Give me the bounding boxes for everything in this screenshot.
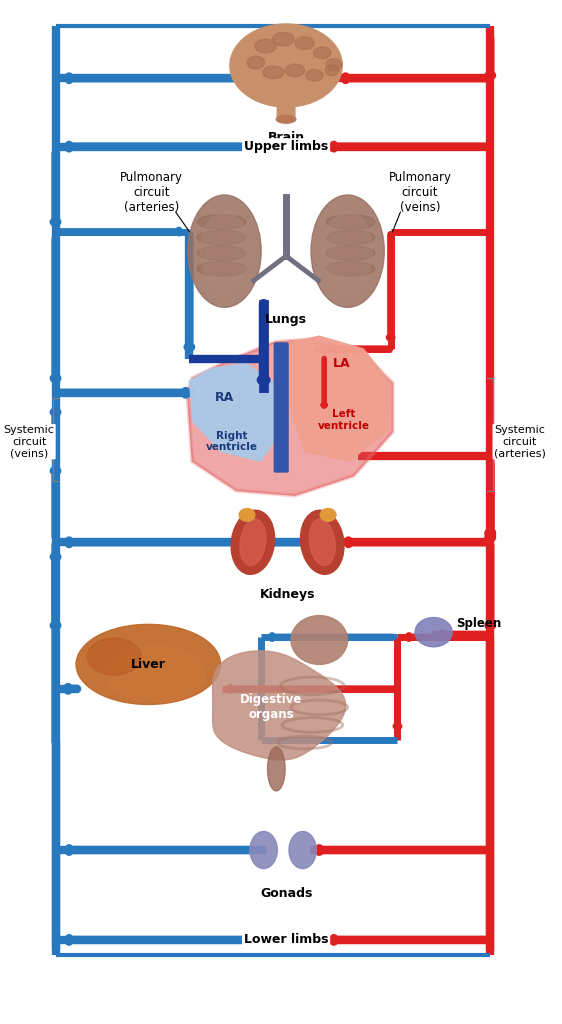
Ellipse shape [326,246,375,260]
Ellipse shape [231,510,275,574]
Text: Digestive
organs: Digestive organs [240,693,302,721]
Ellipse shape [107,646,205,702]
Ellipse shape [320,509,336,521]
Text: Spleen: Spleen [456,616,501,630]
Ellipse shape [306,70,323,81]
Ellipse shape [326,214,375,229]
Ellipse shape [326,58,342,71]
Text: Upper limbs: Upper limbs [244,140,328,154]
Text: Systemic
circuit
(veins): Systemic circuit (veins) [4,425,55,459]
Polygon shape [189,364,280,461]
Ellipse shape [325,66,339,76]
Ellipse shape [277,116,296,123]
Ellipse shape [197,261,246,276]
Ellipse shape [268,746,285,791]
Ellipse shape [326,230,375,245]
Text: RA: RA [215,391,234,404]
Text: Systemic
circuit
(arteries): Systemic circuit (arteries) [493,425,546,459]
Ellipse shape [289,831,316,868]
Ellipse shape [415,617,452,647]
Ellipse shape [188,195,261,307]
Ellipse shape [262,66,284,79]
Ellipse shape [230,24,342,108]
Text: Lower limbs: Lower limbs [244,934,328,946]
Text: Liver: Liver [131,657,166,671]
Ellipse shape [250,831,277,868]
Ellipse shape [295,37,314,49]
Ellipse shape [239,509,255,521]
Ellipse shape [291,615,348,665]
Ellipse shape [247,56,265,69]
Polygon shape [187,339,393,496]
Ellipse shape [240,519,266,565]
Ellipse shape [200,212,249,290]
Ellipse shape [197,230,246,245]
Text: Gonads: Gonads [260,887,312,900]
Ellipse shape [197,246,246,260]
Ellipse shape [314,47,331,58]
Text: Left
ventricle: Left ventricle [318,410,370,431]
FancyBboxPatch shape [274,343,288,472]
Text: Lungs: Lungs [265,312,307,326]
Ellipse shape [309,519,335,565]
Ellipse shape [326,261,375,276]
Text: Right
ventricle: Right ventricle [205,431,257,453]
Text: Pulmonary
circuit
(veins): Pulmonary circuit (veins) [388,171,451,214]
Ellipse shape [323,212,372,290]
Ellipse shape [197,214,246,229]
FancyBboxPatch shape [277,99,295,121]
Text: Kidneys: Kidneys [260,588,316,601]
Text: LA: LA [333,357,351,370]
Ellipse shape [311,195,384,307]
Ellipse shape [255,39,277,53]
Ellipse shape [285,65,305,77]
Ellipse shape [301,510,344,574]
Ellipse shape [76,625,221,705]
Ellipse shape [273,33,294,46]
Ellipse shape [87,638,141,675]
Polygon shape [212,651,346,760]
Text: Pulmonary
circuit
(arteries): Pulmonary circuit (arteries) [120,171,183,214]
Text: Brain: Brain [268,131,305,144]
Polygon shape [283,336,391,461]
